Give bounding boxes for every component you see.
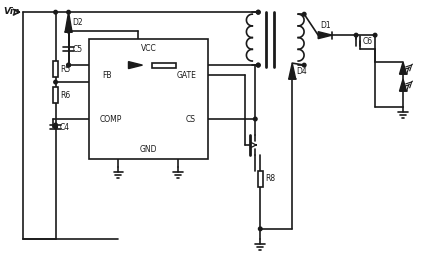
Circle shape [54, 125, 57, 129]
Circle shape [256, 63, 260, 67]
Circle shape [67, 63, 71, 67]
Circle shape [253, 117, 257, 121]
Circle shape [303, 12, 306, 16]
Bar [153, 63, 176, 68]
Bar [88, 39, 208, 159]
Polygon shape [65, 12, 72, 32]
Text: D1: D1 [320, 21, 331, 30]
Text: R6: R6 [61, 90, 71, 99]
Circle shape [256, 10, 260, 14]
Circle shape [258, 227, 262, 231]
Bar [258, 171, 263, 187]
Text: C4: C4 [60, 123, 70, 132]
Circle shape [54, 10, 57, 14]
Circle shape [303, 63, 306, 67]
Text: COMP: COMP [99, 115, 122, 124]
Text: D4: D4 [296, 67, 307, 76]
Circle shape [67, 10, 71, 14]
Bar [53, 61, 58, 77]
Text: R8: R8 [265, 175, 275, 183]
Circle shape [256, 10, 260, 14]
Text: R5: R5 [61, 65, 71, 74]
Bar [53, 87, 58, 103]
Text: Vin: Vin [3, 7, 20, 16]
Circle shape [54, 123, 57, 127]
Polygon shape [318, 32, 332, 39]
Polygon shape [289, 63, 296, 79]
Text: D2: D2 [73, 18, 83, 27]
Text: D3: D3 [130, 50, 141, 59]
Circle shape [256, 63, 260, 67]
Text: CS: CS [185, 115, 196, 124]
Circle shape [54, 80, 57, 84]
Polygon shape [128, 62, 142, 69]
Polygon shape [400, 62, 407, 74]
Text: GND: GND [140, 145, 157, 154]
Text: R2: R2 [159, 50, 170, 59]
Circle shape [67, 29, 71, 33]
Text: VCC: VCC [141, 44, 156, 53]
Circle shape [373, 33, 377, 37]
Text: C6: C6 [363, 37, 373, 46]
Text: C5: C5 [73, 45, 83, 54]
Text: GATE: GATE [176, 71, 196, 80]
Circle shape [354, 33, 358, 37]
Polygon shape [400, 79, 407, 91]
Text: FB: FB [102, 71, 111, 80]
Circle shape [67, 63, 71, 67]
